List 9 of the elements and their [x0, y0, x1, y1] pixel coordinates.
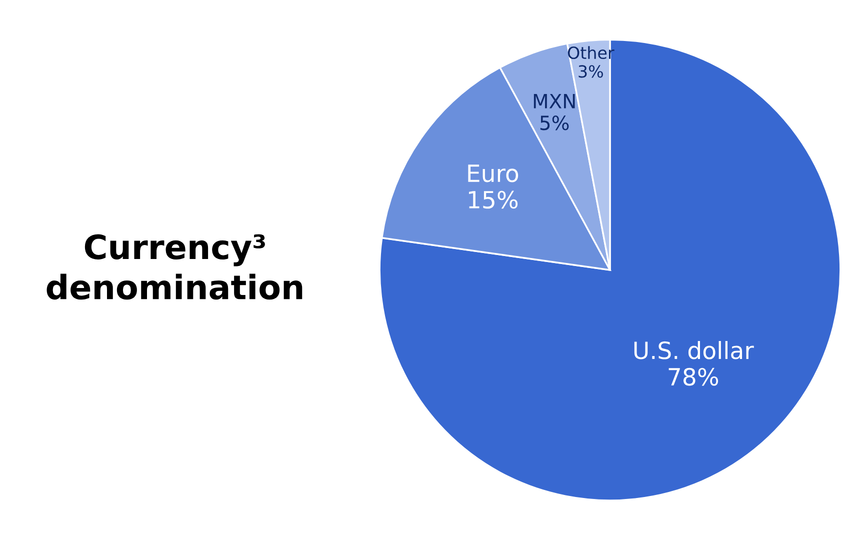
- pie-slice: [378, 38, 842, 502]
- slice-label: Euro: [468, 164, 518, 182]
- data-label: 5%: [540, 116, 569, 130]
- slice-label: MXN: [534, 94, 575, 108]
- data-label: 78%: [668, 368, 718, 386]
- text: Currency³ denomination: [46, 234, 302, 300]
- data-label: 15%: [468, 190, 518, 209]
- data-label: 3%: [578, 65, 603, 78]
- slice-label: U.S. dollar: [634, 341, 754, 360]
